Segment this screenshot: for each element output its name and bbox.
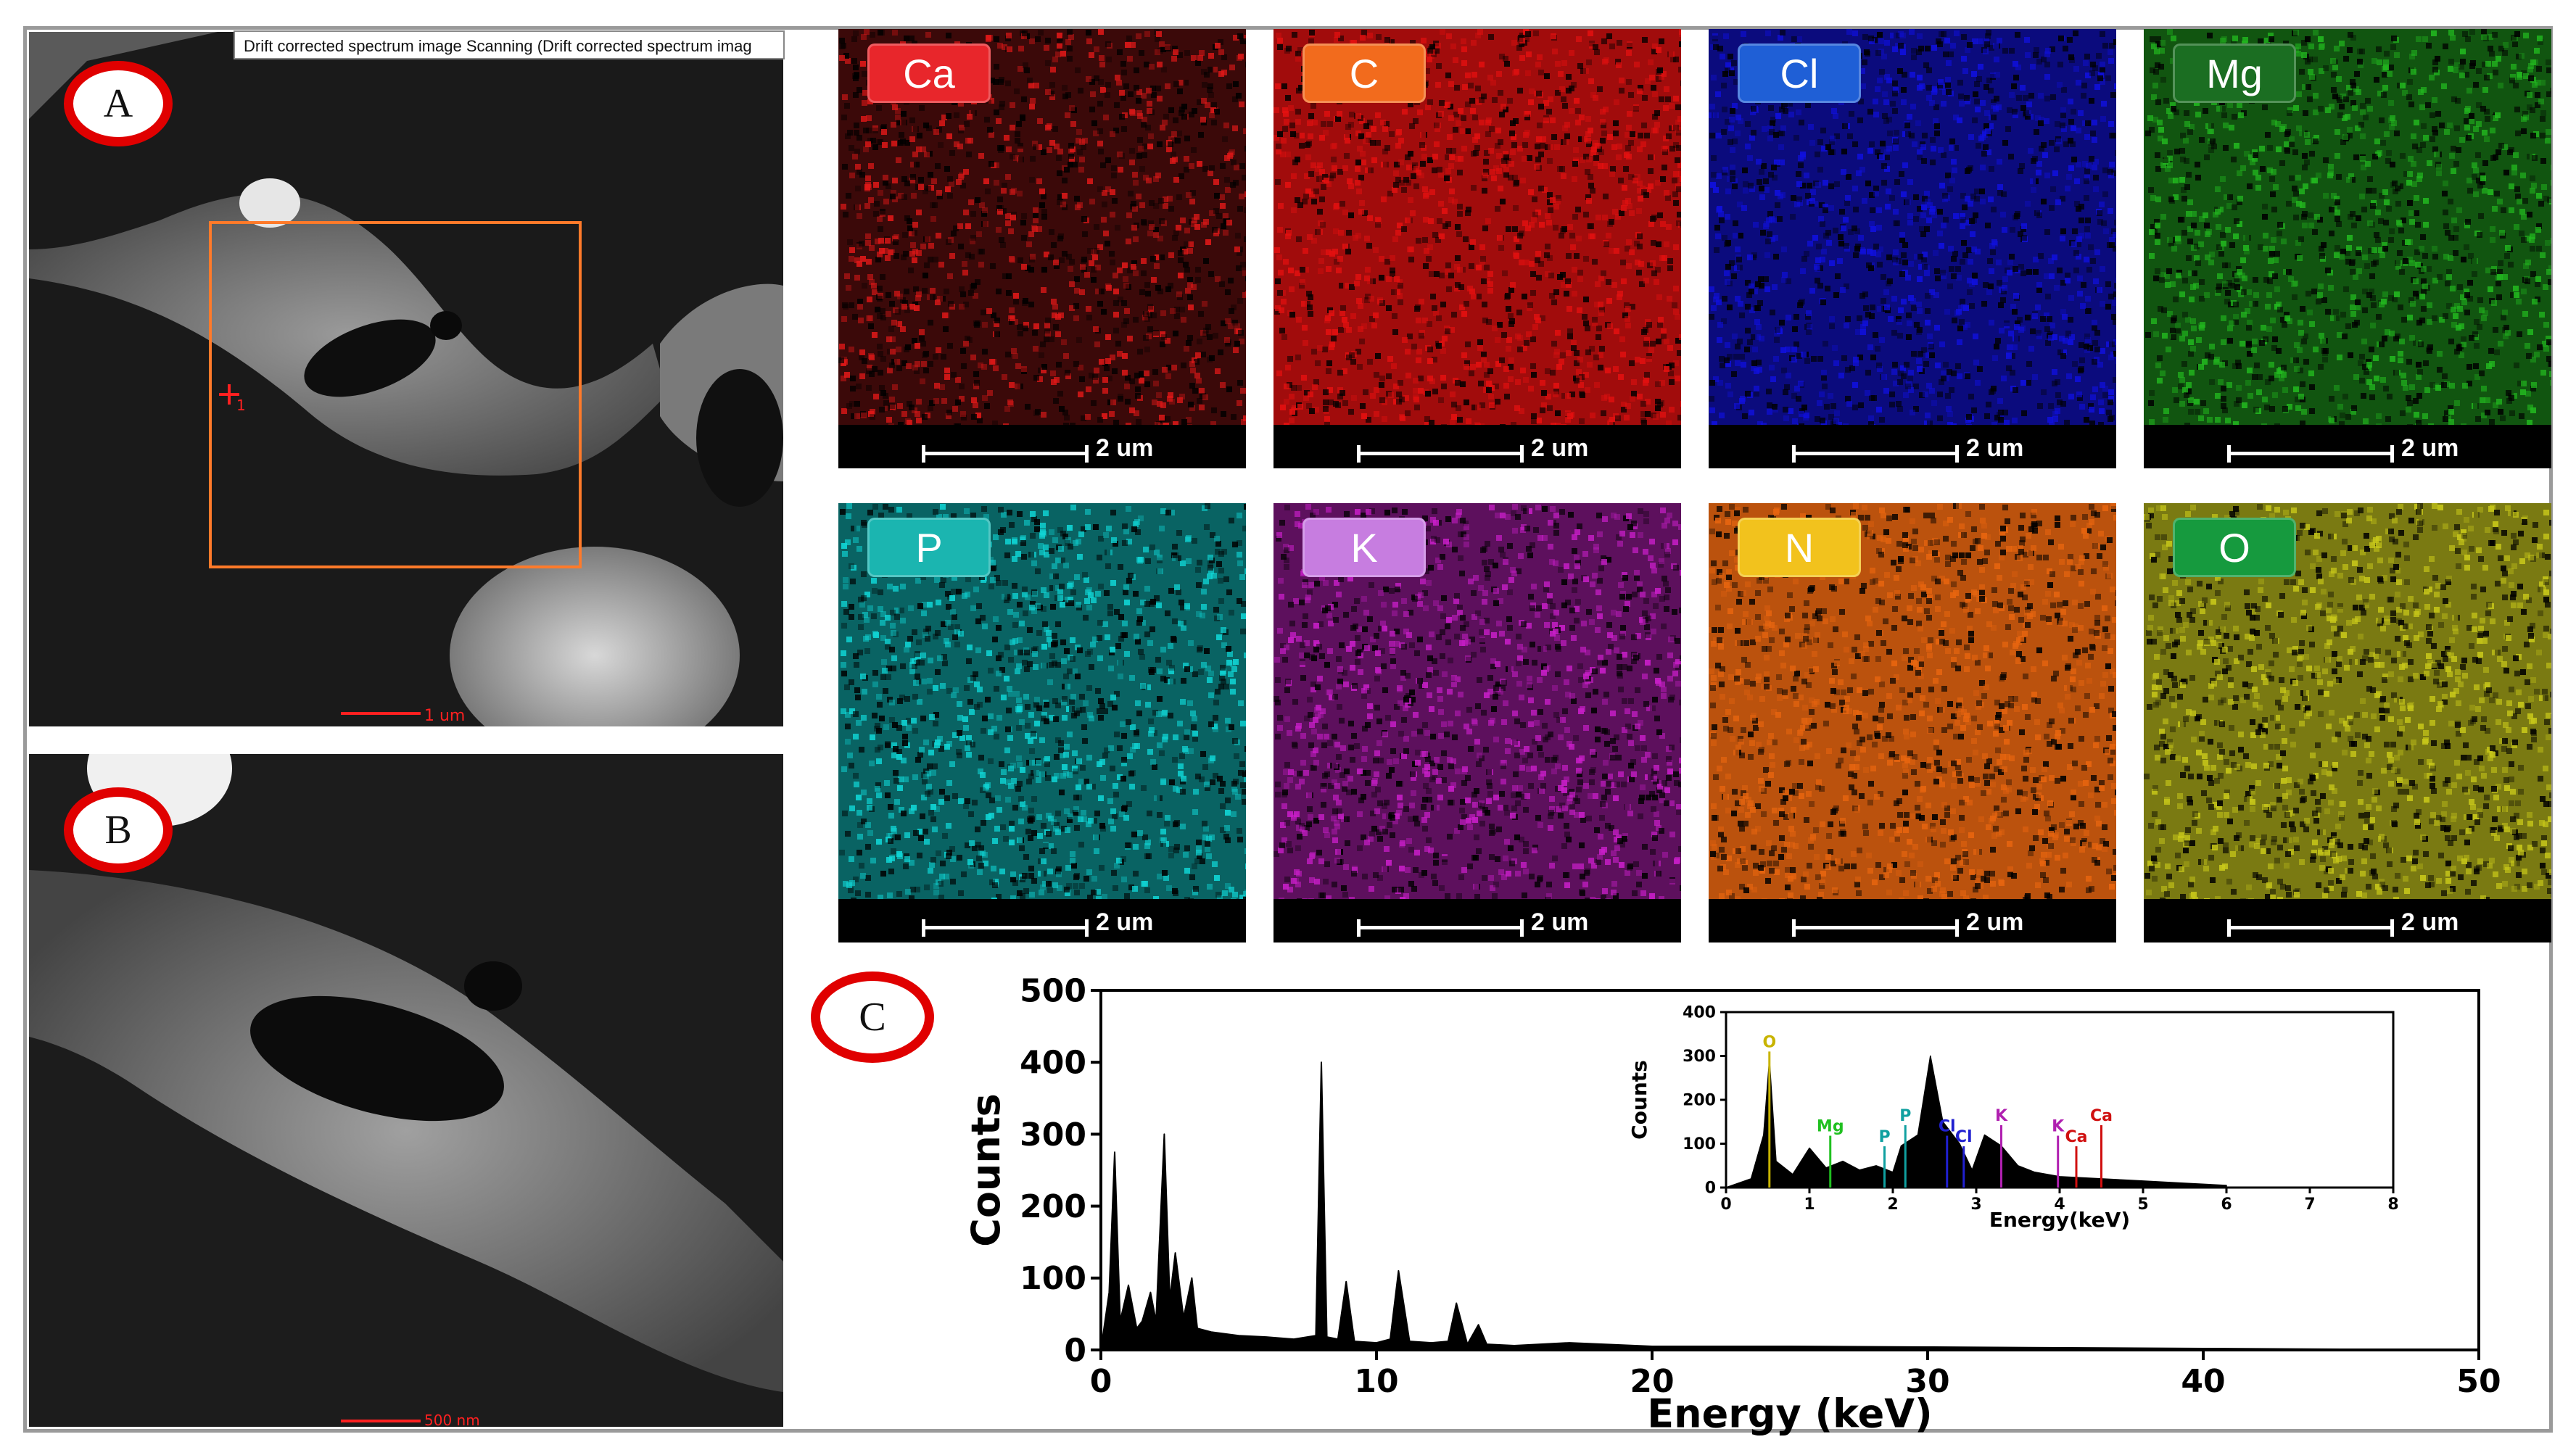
scale-bar-text: 2 um — [2401, 434, 2459, 462]
scale-bar — [1357, 919, 1524, 937]
scale-bar-strip: 2 um — [2144, 899, 2551, 942]
element-badge: C — [1303, 44, 1426, 103]
scale-bar-strip: 2 um — [1273, 899, 1681, 942]
scale-bar-strip: 2 um — [838, 425, 1246, 468]
scale-bar-strip: 2 um — [1709, 425, 2116, 468]
scale-bar-text: 2 um — [2401, 908, 2459, 936]
scale-bar-text: 2 um — [1096, 908, 1154, 936]
scale-bar — [922, 445, 1089, 463]
element-badge: O — [2173, 518, 2296, 577]
scale-bar-strip: 2 um — [838, 899, 1246, 942]
element-badge: Cl — [1738, 44, 1861, 103]
panel-b-scale-text: 500 nm — [424, 1412, 480, 1427]
scale-bar-strip: 2 um — [2144, 425, 2551, 468]
element-badge: K — [1303, 518, 1426, 577]
panel-b-label: B — [64, 787, 173, 873]
scale-bar-text: 2 um — [1531, 434, 1589, 462]
scale-bar-text: 2 um — [1966, 434, 2024, 462]
element-map-o: 2 um O — [2144, 503, 2551, 942]
panel-c-label: C — [811, 972, 934, 1063]
panel-a-scale-text: 1 um — [424, 707, 465, 725]
element-map-mg: 2 um Mg — [2144, 29, 2551, 468]
element-map-ca: 2 um Ca — [838, 29, 1246, 468]
panel-a-micrograph: 1 1 um — [29, 32, 783, 726]
element-badge: Ca — [867, 44, 991, 103]
element-map-p: 2 um P — [838, 503, 1246, 942]
element-badge: P — [867, 518, 991, 577]
scale-bar — [1792, 445, 1959, 463]
scale-bar — [1792, 919, 1959, 937]
element-map-c: 2 um C — [1273, 29, 1681, 468]
element-map-cl: 2 um Cl — [1709, 29, 2116, 468]
scale-bar-text: 2 um — [1966, 908, 2024, 936]
panel-b-image: 500 nm — [29, 754, 783, 1427]
scale-bar-text: 2 um — [1531, 908, 1589, 936]
panel-b-micrograph: 500 nm — [29, 754, 783, 1427]
element-map-k: 2 um K — [1273, 503, 1681, 942]
scale-bar — [922, 919, 1089, 937]
scale-bar — [2227, 445, 2394, 463]
scale-bar-strip: 2 um — [1273, 425, 1681, 468]
scale-bar — [1357, 445, 1524, 463]
element-map-n: 2 um N — [1709, 503, 2116, 942]
scale-bar — [2227, 919, 2394, 937]
element-badge: Mg — [2173, 44, 2296, 103]
panel-a-title-bar: Drift corrected spectrum image Scanning … — [234, 30, 785, 59]
panel-a-image: 1 1 um — [29, 32, 783, 726]
scale-bar-strip: 2 um — [1709, 899, 2116, 942]
scale-bar-text: 2 um — [1096, 434, 1154, 462]
panel-a-label: A — [64, 61, 173, 146]
element-badge: N — [1738, 518, 1861, 577]
panel-a-marker: 1 — [236, 397, 246, 414]
